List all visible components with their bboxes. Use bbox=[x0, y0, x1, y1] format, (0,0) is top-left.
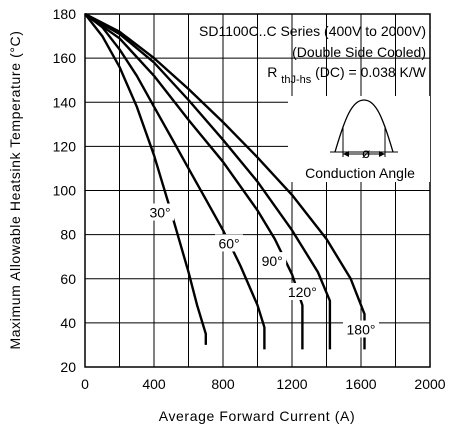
x-tick-label: 2000 bbox=[414, 376, 445, 392]
y-tick-labels: 20 40 60 80 100 120 140 160 180 bbox=[53, 6, 77, 375]
conduction-angle-inset: ø Conduction Angle bbox=[288, 96, 430, 182]
x-tick-label: 400 bbox=[142, 376, 166, 392]
y-tick-label: 100 bbox=[53, 183, 77, 199]
y-axis-label: Maximum Allowable Heatsink Temperature (… bbox=[7, 30, 23, 349]
x-axis-label: Average Forward Current (A) bbox=[159, 408, 355, 424]
x-tick-label: 1600 bbox=[345, 376, 376, 392]
series-line bbox=[84, 12, 332, 350]
y-tick-label: 140 bbox=[53, 94, 77, 110]
inset-arrow-right bbox=[379, 151, 385, 157]
rth-subscript: thJ-hs bbox=[281, 74, 311, 86]
plot-frame bbox=[84, 13, 431, 368]
series-line bbox=[84, 13, 266, 350]
curve-label-background bbox=[215, 234, 244, 252]
rth-prefix: R bbox=[267, 64, 277, 80]
curve-label-background bbox=[258, 252, 287, 270]
y-tick-label: 20 bbox=[60, 359, 76, 375]
curve-label: 90° bbox=[262, 253, 283, 269]
inset-background bbox=[288, 96, 430, 182]
x-tick-label: 0 bbox=[81, 376, 89, 392]
inset-arrow-left bbox=[343, 151, 349, 157]
cooling-annotation: (Double Side Cooled) bbox=[292, 44, 426, 60]
y-tick-label: 40 bbox=[60, 315, 76, 331]
rth-suffix: (DC) = 0.038 K/W bbox=[315, 64, 427, 80]
x-tick-label: 800 bbox=[211, 376, 235, 392]
series-line bbox=[84, 13, 207, 345]
curve-label: 30° bbox=[149, 205, 170, 221]
inset-shaded-region bbox=[342, 127, 386, 153]
curve-label-background bbox=[146, 203, 175, 221]
series-annotation: SD1100C..C Series (400V to 2000V) bbox=[199, 23, 426, 39]
curve-labels: 30° 60° 90° 120° 180° bbox=[146, 203, 379, 338]
y-tick-label: 80 bbox=[60, 227, 76, 243]
rth-annotation: R thJ-hs (DC) = 0.038 K/W bbox=[267, 64, 427, 86]
curve-label-background bbox=[343, 320, 379, 338]
y-tick-label: 120 bbox=[53, 138, 77, 154]
y-tick-label: 180 bbox=[53, 6, 77, 22]
curve-label: 120° bbox=[288, 284, 317, 300]
curve-label: 60° bbox=[218, 235, 239, 251]
inset-angle-symbol: ø bbox=[362, 145, 371, 161]
curve-label-background bbox=[284, 282, 321, 300]
curve-label: 180° bbox=[347, 321, 376, 337]
inset-label: Conduction Angle bbox=[305, 165, 415, 181]
y-tick-label: 160 bbox=[53, 50, 77, 66]
y-tick-label: 60 bbox=[60, 271, 76, 287]
series-line bbox=[84, 12, 366, 350]
x-tick-label: 1200 bbox=[276, 376, 307, 392]
x-tick-labels: 0 400 800 1200 1600 2000 bbox=[81, 376, 446, 392]
